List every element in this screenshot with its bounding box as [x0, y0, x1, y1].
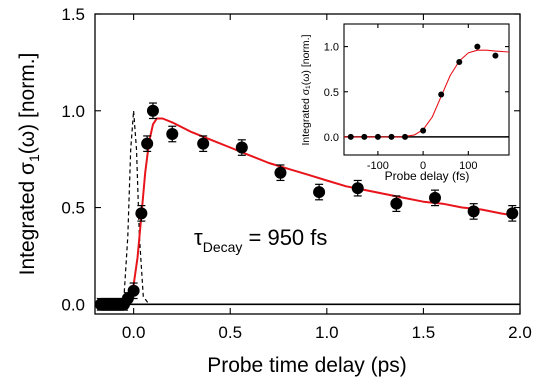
- main-y-axis-title: Integrated σ1(ω) [norm.]: [16, 53, 42, 276]
- inset-data-point: [474, 43, 481, 50]
- inset-y-axis-title: Integrated σ₁(ω) [norm.]: [300, 34, 312, 145]
- inset-x-tick-label: -100: [367, 160, 389, 172]
- main-x-tick-label: 0.0: [122, 323, 146, 342]
- main-chart: 0.0 0.5 1.0 1.5 2.0 0.0 0.5 1.0 1.5 Probe time d…: [16, 5, 532, 377]
- inset-data-point: [361, 133, 368, 140]
- tau-symbol: τ: [194, 225, 203, 250]
- main-pulse-path: [117, 110, 150, 305]
- main-plot-frame: [94, 13, 521, 315]
- main-y-axis-title-sub: 1: [26, 154, 42, 162]
- pump-pulse-dashed: [117, 110, 150, 305]
- main-x-tick-label: 1.5: [412, 323, 436, 342]
- inset-y-tick-label: 0.5: [324, 87, 339, 99]
- main-data-point: [146, 104, 159, 117]
- inset-data-point: [492, 52, 499, 59]
- main-axis-ticks: 0.0 0.5 1.0 1.5 2.0 0.0 0.5 1.0 1.5: [61, 5, 531, 342]
- main-data-point: [506, 207, 519, 220]
- decay-time-annotation: τDecay = 950 fs: [194, 225, 327, 255]
- inset-data-point: [374, 133, 381, 140]
- main-data-point: [351, 182, 364, 195]
- inset-plot-frame: [343, 23, 510, 156]
- main-fit-path: [95, 117, 513, 306]
- main-data-point: [235, 141, 248, 154]
- main-data-points: [94, 102, 519, 311]
- main-y-axis-title-a: Integrated σ: [16, 162, 39, 275]
- main-data-point: [166, 128, 179, 140]
- inset-data-point: [347, 133, 354, 140]
- main-data-point: [390, 197, 403, 210]
- main-x-tick-label: 0.5: [218, 323, 242, 342]
- main-data-point: [467, 205, 480, 218]
- inset-x-axis-title: Probe delay (fs): [385, 169, 470, 183]
- inset-data-point: [456, 58, 463, 65]
- inset-y-tick-label: 1.0: [324, 42, 339, 54]
- main-fit-curve: [95, 117, 513, 306]
- inset-data-point: [438, 91, 445, 98]
- inset-data-point: [402, 133, 409, 140]
- main-x-tick-label: 1.0: [315, 323, 339, 342]
- inset-x-tick-label: 100: [459, 160, 477, 172]
- inset-data-point: [420, 127, 427, 134]
- inset-data-point: [388, 133, 395, 140]
- inset-y-tick-label: 0.0: [324, 132, 339, 144]
- main-data-point: [141, 137, 154, 150]
- main-y-tick-label: 0.0: [61, 295, 85, 314]
- main-x-tick-label: 2.0: [508, 323, 532, 342]
- inset-axis-ticks: -100 0 100 0.0 0.5 1.0: [324, 24, 509, 172]
- inset-data-points: [347, 43, 499, 140]
- main-y-tick-label: 0.5: [61, 199, 85, 218]
- inset-x-tick-label: 0: [420, 160, 426, 172]
- main-y-tick-label: 1.0: [61, 102, 85, 121]
- main-y-tick-label: 1.5: [61, 5, 85, 24]
- main-y-axis-title-b: (ω) [norm.]: [16, 53, 39, 155]
- main-data-point: [274, 166, 287, 179]
- main-data-point: [197, 137, 210, 150]
- main-x-axis-title: Probe time delay (ps): [207, 354, 407, 377]
- tau-value: = 950 fs: [242, 225, 327, 250]
- main-data-point: [135, 207, 148, 220]
- inset-chart: -100 0 100 0.0 0.5 1.0 Probe delay (fs) Integ…: [300, 23, 510, 183]
- tau-subscript: Decay: [203, 239, 243, 255]
- main-data-point: [429, 191, 441, 204]
- main-data-point: [313, 186, 326, 199]
- main-data-point: [127, 284, 140, 297]
